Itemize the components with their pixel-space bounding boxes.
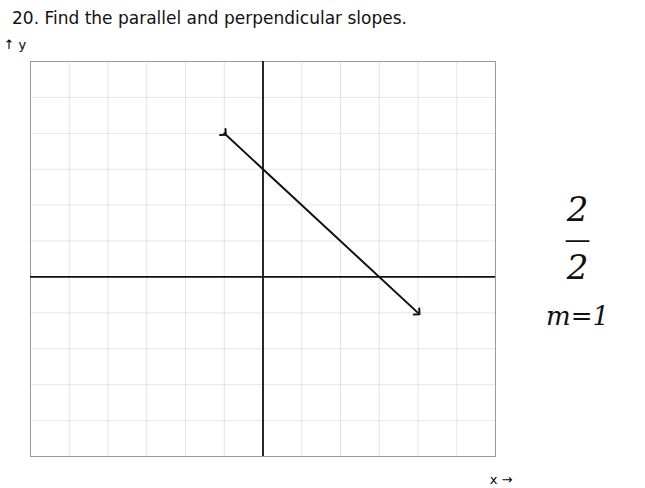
- html-text:20. Find the parallel and perp: 20. Find the parallel and perpendicular …: [12, 8, 407, 28]
- svg-text:x →: x →: [490, 472, 513, 487]
- html-text:m=1: m=1: [546, 300, 609, 331]
- html-text:2: 2: [566, 189, 589, 230]
- svg-text:↑ y: ↑ y: [4, 37, 27, 52]
- html-text:2: 2: [566, 247, 589, 288]
